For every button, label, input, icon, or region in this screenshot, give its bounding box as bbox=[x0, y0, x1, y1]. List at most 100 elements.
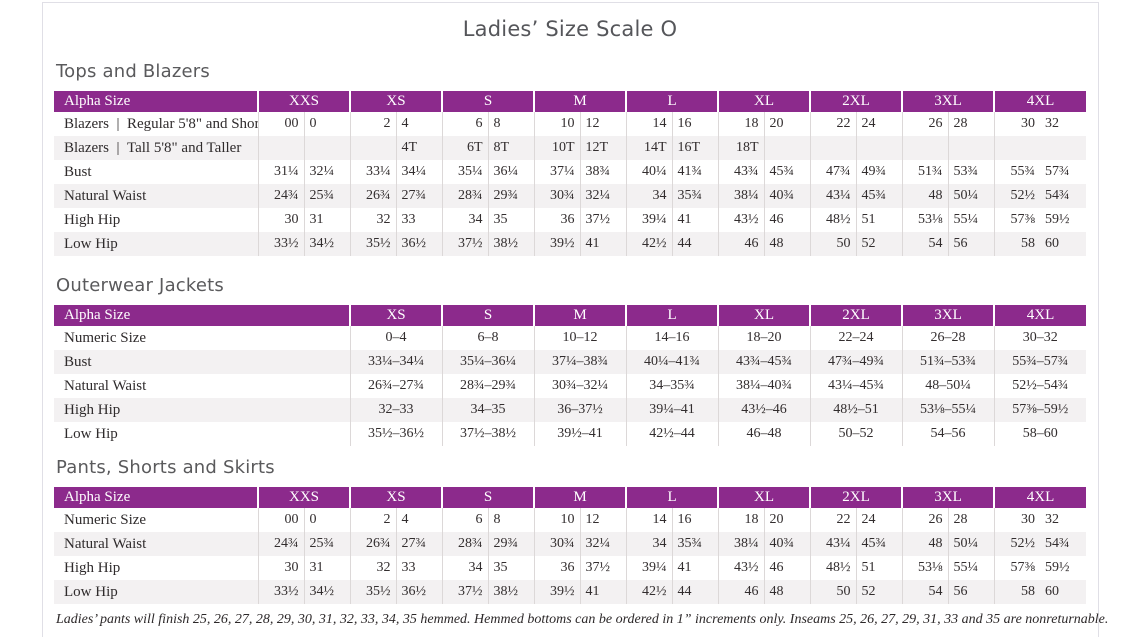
size-column-header: XL bbox=[717, 487, 811, 508]
value-cell: 52½–54¾ bbox=[993, 374, 1087, 398]
value-cell: 50¼ bbox=[947, 532, 995, 556]
value-cell: 39¼ bbox=[625, 208, 673, 232]
value-cell: 39¼–41 bbox=[625, 398, 719, 422]
value-cell: 42½–44 bbox=[625, 422, 719, 446]
value-cell: 55¼ bbox=[947, 208, 995, 232]
value-cell: 33 bbox=[395, 556, 443, 580]
row-label-cell: Blazers | Regular 5'8" and Shorter bbox=[64, 115, 258, 132]
value-cell: 41 bbox=[671, 556, 719, 580]
table-row: High Hip 30 31 32 33 34 35 36 37½ 39¼ 41 43½ 46 48½ 51… bbox=[54, 556, 1086, 580]
footnote: Ladies’ pants will finish 25, 26, 27, 28… bbox=[56, 612, 1109, 627]
value-cell: 35½–36½ bbox=[349, 422, 443, 446]
value-cell: 35¾ bbox=[671, 532, 719, 556]
value-cell: 26¾ bbox=[349, 532, 397, 556]
value-cell: 40¾ bbox=[763, 532, 811, 556]
value-cell: 48½–51 bbox=[809, 398, 903, 422]
value-cell: 43¾–45¾ bbox=[717, 350, 811, 374]
value-cell: 39½ bbox=[533, 232, 581, 256]
value-cell: 53¾ bbox=[947, 160, 995, 184]
value-cell: 54 bbox=[901, 232, 949, 256]
value-cell bbox=[809, 136, 857, 160]
value-cell: 24¾ bbox=[257, 532, 304, 556]
value-cell: 30 bbox=[993, 112, 1041, 136]
value-cell: 20 bbox=[763, 112, 811, 136]
value-cell: 8 bbox=[487, 112, 535, 136]
value-cell: 34½ bbox=[303, 232, 351, 256]
page-edge-left bbox=[42, 2, 43, 637]
value-cell: 30 bbox=[257, 208, 304, 232]
size-table-section: Outerwear Jackets Alpha Size XS S M L XL 2XL 3X… bbox=[54, 274, 1087, 446]
value-cell: 47¾–49¾ bbox=[809, 350, 903, 374]
value-cell: 33¼–34¼ bbox=[349, 350, 443, 374]
value-cell: 43¼ bbox=[809, 184, 857, 208]
value-cell: 56 bbox=[947, 580, 995, 604]
value-cell: 16T bbox=[671, 136, 719, 160]
value-cell: 45¾ bbox=[855, 532, 903, 556]
value-cell: 54¾ bbox=[1045, 536, 1070, 551]
size-column-header: 4XL bbox=[993, 91, 1087, 112]
value-cell: 26–28 bbox=[901, 326, 995, 350]
size-table: Alpha Size XXS XS S M L XL 2XL 3XL 4XL Blazers | R… bbox=[54, 91, 1087, 256]
value-cell: 43¾ bbox=[717, 160, 765, 184]
value-cell: 34 bbox=[441, 208, 489, 232]
value-cell: 43¼–45¾ bbox=[809, 374, 903, 398]
value-cell: 2 bbox=[349, 112, 397, 136]
value-cell: 38½ bbox=[487, 232, 535, 256]
row-label-cell: Natural Waist bbox=[64, 187, 147, 204]
size-table: Alpha Size XXS XS S M L XL 2XL 3XL 4XL Numeric Siz… bbox=[54, 487, 1087, 604]
value-cell: 29¾ bbox=[487, 532, 535, 556]
value-cell: 24 bbox=[855, 508, 903, 532]
row-label-cell: Low Hip bbox=[64, 235, 118, 252]
value-cell: 35 bbox=[487, 556, 535, 580]
value-cell: 38¼ bbox=[717, 532, 765, 556]
value-cell: 36–37½ bbox=[533, 398, 627, 422]
value-cell: 57¾ bbox=[1045, 164, 1070, 179]
value-cell: 16 bbox=[671, 508, 719, 532]
value-cell: 47¾ bbox=[809, 160, 857, 184]
size-column-header: S bbox=[441, 305, 535, 326]
value-cell: 28 bbox=[947, 112, 995, 136]
value-cell: 4T bbox=[395, 136, 443, 160]
value-cell: 53⅛–55¼ bbox=[901, 398, 995, 422]
value-cell: 14 bbox=[625, 112, 673, 136]
value-cell: 2 bbox=[349, 508, 397, 532]
value-cell: 14–16 bbox=[625, 326, 719, 350]
value-cell: 27¾ bbox=[395, 532, 443, 556]
value-cell: 28¾ bbox=[441, 532, 489, 556]
value-cell: 43½ bbox=[717, 556, 765, 580]
size-column-header: 4XL bbox=[993, 487, 1087, 508]
value-cell: 34 bbox=[441, 556, 489, 580]
value-cell: 10 bbox=[533, 112, 581, 136]
size-column-header: L bbox=[625, 487, 719, 508]
value-cell: 30¾ bbox=[533, 532, 581, 556]
value-cell bbox=[901, 136, 949, 160]
value-cell: 36½ bbox=[395, 580, 443, 604]
value-cell: 0 bbox=[303, 508, 351, 532]
size-column-header: XS bbox=[349, 487, 443, 508]
value-cell: 51 bbox=[855, 556, 903, 580]
value-cell: 34½ bbox=[303, 580, 351, 604]
value-cell: 48–50¼ bbox=[901, 374, 995, 398]
value-cell: 37½ bbox=[441, 232, 489, 256]
value-cell: 18 bbox=[717, 508, 765, 532]
section-title: Pants, Shorts and Skirts bbox=[56, 457, 275, 478]
value-cell: 51¾ bbox=[901, 160, 949, 184]
value-cell: 48 bbox=[763, 580, 811, 604]
table-row: High Hip 30 31 32 33 34 35 36 37½ 39¼ 41 43½ 46 48½ 51… bbox=[54, 208, 1086, 232]
value-cell: 20 bbox=[763, 508, 811, 532]
page-edge-right bbox=[1098, 2, 1099, 637]
value-cell: 59½ bbox=[1045, 212, 1070, 227]
value-cell: 40¼–41¾ bbox=[625, 350, 719, 374]
value-cell: 42½ bbox=[625, 580, 673, 604]
page-edge-top bbox=[42, 2, 1099, 3]
value-cell: 41 bbox=[579, 580, 627, 604]
size-column-header: 2XL bbox=[809, 487, 903, 508]
value-cell: 30¾ bbox=[533, 184, 581, 208]
value-cell: 50¼ bbox=[947, 184, 995, 208]
value-cell: 18T bbox=[717, 136, 765, 160]
value-cell: 52½ bbox=[993, 184, 1041, 208]
value-cell: 34 bbox=[625, 184, 673, 208]
value-cell: 39½–41 bbox=[533, 422, 627, 446]
value-cell: 6 bbox=[441, 112, 489, 136]
row-label-cell: Bust bbox=[64, 163, 92, 180]
